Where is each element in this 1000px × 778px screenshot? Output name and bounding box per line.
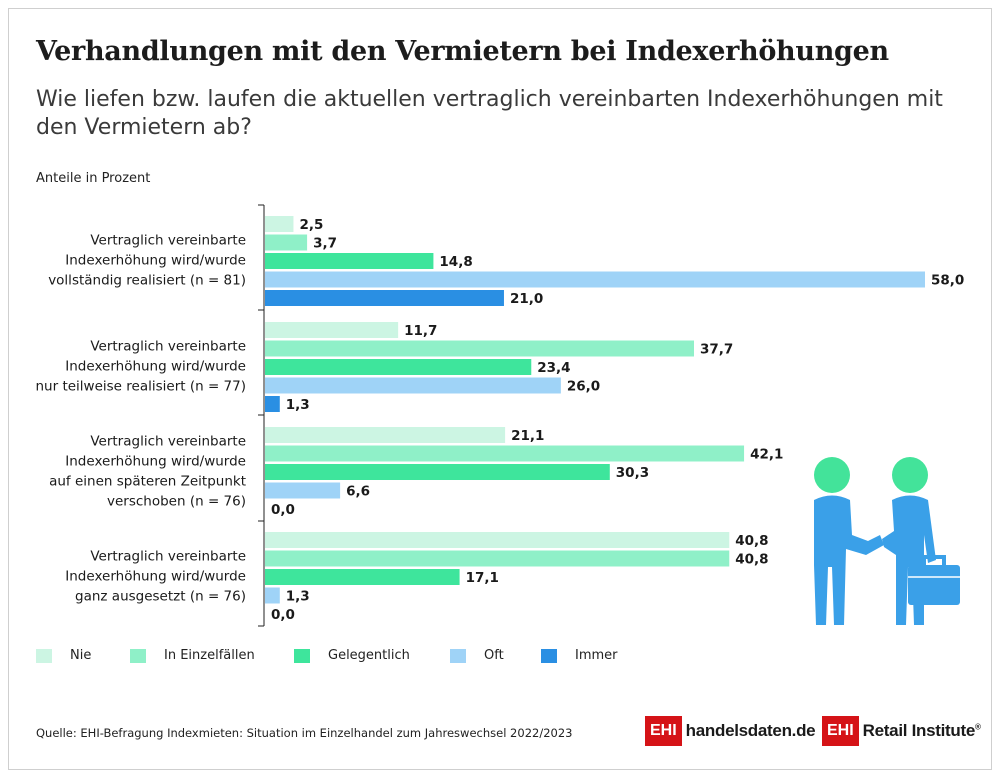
category-label: Indexerhöhung wird/wurde (65, 358, 246, 374)
source-note: Quelle: EHI-Befragung Indexmieten: Situa… (36, 726, 573, 740)
category-label: Vertraglich vereinbarte (90, 338, 246, 354)
bar-in-einzelfällen (265, 550, 730, 567)
data-label: 23,4 (537, 360, 570, 376)
bar-in-einzelfällen (265, 445, 745, 462)
unit-label: Anteile in Prozent (36, 171, 151, 186)
legend-swatch (294, 648, 310, 663)
data-label: 40,8 (735, 552, 768, 568)
legend-item: Immer (541, 648, 618, 663)
category-label: verschoben (n = 76) (107, 493, 246, 509)
bar-nie (265, 532, 730, 548)
ehi-logo-box-2: EHI (822, 716, 859, 746)
bar-gelegentlich (265, 359, 532, 375)
briefcase-handle (922, 555, 946, 565)
category-label: Indexerhöhung wird/wurde (65, 453, 246, 469)
legend-item: Oft (450, 648, 504, 663)
retail-institute-logo-text: Retail Institute® (863, 721, 981, 741)
data-label: 30,3 (616, 465, 649, 481)
legend-label: Oft (484, 648, 504, 663)
legend-swatch (130, 648, 146, 663)
data-label: 14,8 (439, 254, 472, 270)
legend-item: Gelegentlich (294, 648, 410, 663)
person-left-head (814, 457, 850, 493)
legend-item: Nie (36, 648, 91, 663)
data-label: 21,0 (510, 291, 543, 307)
bar-gelegentlich (265, 253, 434, 269)
bar-immer (265, 396, 280, 412)
person-left-body (814, 495, 884, 625)
registered-mark: ® (975, 722, 981, 732)
bar-nie (265, 322, 399, 338)
briefcase (908, 565, 960, 605)
category-label: nur teilweise realisiert (n = 77) (35, 378, 246, 394)
category-label: Vertraglich vereinbarte (90, 548, 246, 564)
data-label: 1,3 (286, 397, 310, 413)
bar-nie (265, 427, 506, 443)
handelsdaten-logo-text: handelsdaten.de (685, 721, 816, 740)
retail-institute-text: Retail Institute (862, 721, 976, 740)
data-label: 0,0 (271, 607, 295, 623)
handshake-icon (814, 457, 960, 625)
chart-subtitle: Wie liefen bzw. laufen die aktuellen ver… (36, 87, 943, 140)
legend-swatch (541, 648, 557, 663)
bar-nie (265, 216, 294, 232)
data-label: 40,8 (735, 533, 768, 549)
data-label: 3,7 (313, 236, 337, 252)
bar-in-einzelfällen (265, 340, 694, 357)
chart-title: Verhandlungen mit den Vermietern bei Ind… (36, 36, 889, 67)
category-label: auf einen späteren Zeitpunkt (49, 473, 246, 489)
data-label: 6,6 (346, 484, 370, 500)
data-label: 21,1 (511, 428, 544, 444)
bar-immer (265, 290, 504, 306)
legend-label: In Einzelfällen (164, 648, 255, 663)
data-label: 1,3 (286, 589, 310, 605)
legend-swatch (36, 648, 52, 663)
person-right-body (882, 495, 936, 625)
category-label: ganz ausgesetzt (n = 76) (75, 588, 246, 604)
legend-label: Immer (575, 648, 618, 663)
legend-swatch (450, 648, 466, 663)
category-label: vollständig realisiert (n = 81) (48, 272, 246, 288)
category-label: Indexerhöhung wird/wurde (65, 252, 246, 268)
bar-oft (265, 587, 280, 604)
logo-retail-institute: EHI Retail Institute® (822, 716, 981, 746)
person-right-head (892, 457, 928, 493)
data-label: 17,1 (466, 570, 499, 586)
data-label: 58,0 (931, 273, 964, 289)
legend-label: Gelegentlich (328, 648, 410, 663)
ehi-logo-box: EHI (645, 716, 682, 746)
legend-item: In Einzelfällen (130, 648, 255, 663)
bar-oft (265, 377, 561, 394)
legend-label: Nie (70, 648, 92, 663)
logo-handelsdaten: EHI handelsdaten.de (645, 716, 816, 746)
bar-in-einzelfällen (265, 234, 308, 251)
category-label: Vertraglich vereinbarte (90, 232, 246, 248)
bar-oft (265, 482, 341, 499)
bar-chart: Vertraglich vereinbarte Indexerhöhung wir… (35, 204, 964, 627)
data-label: 37,7 (700, 342, 733, 358)
category-label: Indexerhöhung wird/wurde (65, 568, 246, 584)
data-label: 11,7 (404, 323, 437, 339)
data-label: 42,1 (750, 447, 783, 463)
data-label: 2,5 (299, 217, 323, 233)
bar-oft (265, 271, 925, 288)
data-label: 26,0 (567, 379, 600, 395)
bar-gelegentlich (265, 464, 610, 480)
category-label: Vertraglich vereinbarte (90, 433, 246, 449)
data-label: 0,0 (271, 502, 295, 518)
bar-gelegentlich (265, 569, 460, 585)
